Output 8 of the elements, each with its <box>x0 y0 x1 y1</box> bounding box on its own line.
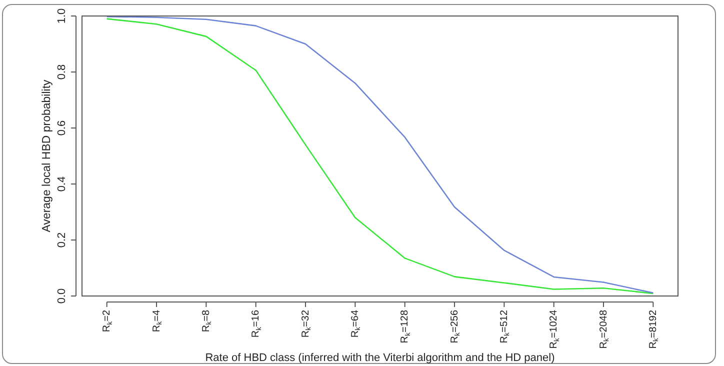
y-tick-label: 0.0 <box>56 288 68 304</box>
y-tick-label: 1.0 <box>56 8 68 24</box>
y-tick-label: 0.4 <box>56 176 68 192</box>
y-tick-label: 0.8 <box>56 64 68 80</box>
y-tick-label: 0.6 <box>56 120 68 136</box>
x-axis-title: Rate of HBD class (inferred with the Viterbi algorithm and the HD panel) <box>205 352 555 364</box>
y-axis-title: Average local HBD probability <box>41 79 54 232</box>
y-tick-label: 0.2 <box>56 232 68 248</box>
